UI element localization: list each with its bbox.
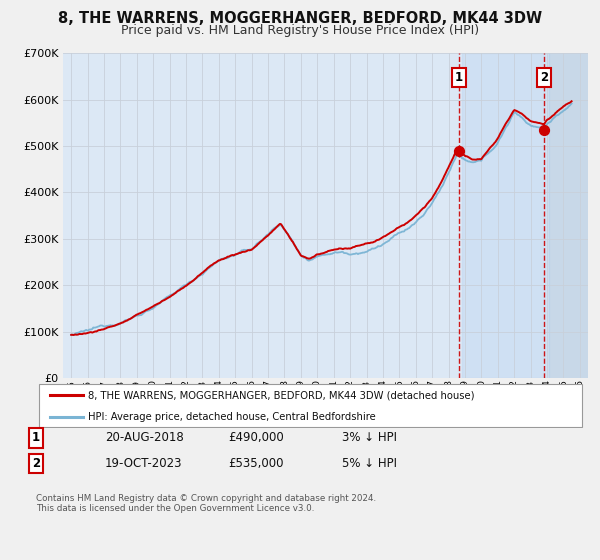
Text: 8, THE WARRENS, MOGGERHANGER, BEDFORD, MK44 3DW (detached house): 8, THE WARRENS, MOGGERHANGER, BEDFORD, M…	[88, 390, 475, 400]
Point	[539, 125, 548, 134]
Text: 5% ↓ HPI: 5% ↓ HPI	[342, 457, 397, 470]
Text: 2: 2	[32, 457, 40, 470]
Bar	[461, 53, 548, 378]
Text: 20-AUG-2018: 20-AUG-2018	[105, 431, 184, 445]
Text: 2: 2	[539, 71, 548, 84]
Text: 19-OCT-2023: 19-OCT-2023	[105, 457, 182, 470]
Text: £535,000: £535,000	[228, 457, 284, 470]
Bar	[548, 53, 588, 378]
Text: Price paid vs. HM Land Registry's House Price Index (HPI): Price paid vs. HM Land Registry's House …	[121, 24, 479, 36]
FancyBboxPatch shape	[39, 384, 582, 427]
Point	[454, 146, 464, 155]
Text: 3% ↓ HPI: 3% ↓ HPI	[342, 431, 397, 445]
Text: HPI: Average price, detached house, Central Bedfordshire: HPI: Average price, detached house, Cent…	[88, 412, 376, 422]
Text: 1: 1	[32, 431, 40, 445]
Bar	[548, 53, 588, 378]
Text: 1: 1	[455, 71, 463, 84]
Text: 8, THE WARRENS, MOGGERHANGER, BEDFORD, MK44 3DW: 8, THE WARRENS, MOGGERHANGER, BEDFORD, M…	[58, 11, 542, 26]
Text: Contains HM Land Registry data © Crown copyright and database right 2024.
This d: Contains HM Land Registry data © Crown c…	[36, 494, 376, 514]
Text: £490,000: £490,000	[228, 431, 284, 445]
